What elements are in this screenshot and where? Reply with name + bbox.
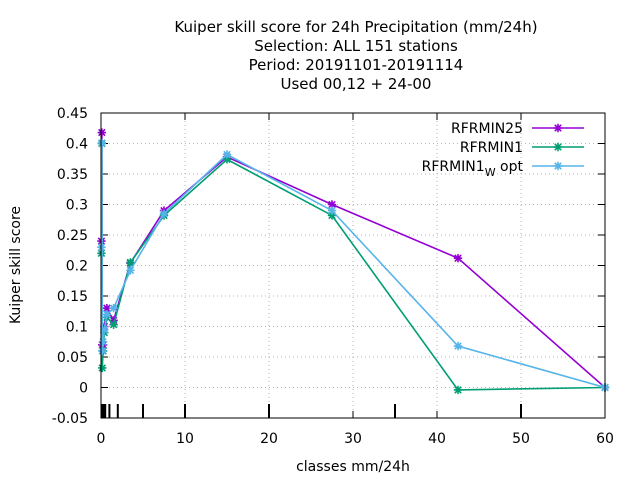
y-tick-label: 0.4	[66, 137, 88, 153]
data-point-center	[224, 157, 230, 162]
data-point-center	[161, 211, 167, 216]
x-axis-label: classes mm/24h	[296, 459, 410, 475]
x-axis-ticks: 0 10 20 30 40 50 60	[97, 113, 614, 447]
y-tick-label: 0.1	[66, 320, 88, 336]
data-series	[97, 128, 610, 395]
legend-label: RFRMIN1W opt	[422, 159, 524, 179]
y-tick-label: 0.25	[57, 228, 88, 244]
series-1	[97, 128, 610, 392]
legend-entry-1: RFRMIN25	[451, 121, 584, 137]
data-point-center	[555, 144, 561, 150]
y-tick-label: 0.15	[57, 289, 88, 305]
class-marks	[100, 404, 522, 418]
x-tick-label: 10	[176, 431, 194, 447]
series-line	[100, 143, 606, 391]
grid	[101, 113, 605, 418]
data-point-center	[455, 343, 461, 349]
x-tick-label: 30	[344, 431, 362, 447]
data-point-center	[455, 387, 461, 393]
legend-label: RFRMIN1	[460, 140, 523, 156]
data-point-center	[128, 268, 133, 273]
data-point-center	[224, 152, 230, 157]
series-3	[97, 138, 610, 392]
y-tick-label: 0.2	[66, 259, 88, 275]
x-tick-label: 40	[428, 431, 446, 447]
data-point-center	[329, 202, 335, 207]
legend-label: RFRMIN25	[451, 121, 523, 137]
legend-label-subscript: W	[485, 166, 496, 179]
data-point-center	[111, 306, 116, 311]
legend-label-main: RFRMIN1	[422, 159, 485, 175]
y-tick-label: 0.45	[57, 106, 88, 122]
data-point-center	[102, 327, 107, 332]
data-point-center	[111, 322, 116, 327]
data-point-center	[99, 130, 105, 135]
data-point-center	[128, 260, 133, 265]
y-tick-label: 0.3	[66, 198, 88, 214]
legend-entry-2: RFRMIN1	[460, 140, 584, 156]
y-tick-label: 0	[79, 381, 88, 397]
x-tick-label: 0	[97, 431, 106, 447]
title-line-2: Selection: ALL 151 stations	[254, 37, 458, 55]
data-point-center	[104, 312, 110, 317]
data-point-center	[555, 125, 561, 131]
legend-label-suffix: opt	[496, 159, 524, 175]
x-tick-label: 20	[260, 431, 278, 447]
y-axis-label: Kuiper skill score	[8, 206, 24, 324]
y-tick-label: 0.35	[57, 167, 88, 183]
title-line-4: Used 00,12 + 24-00	[281, 75, 432, 93]
legend-entry-3: RFRMIN1W opt	[422, 159, 584, 179]
title-line-3: Period: 20191101-20191114	[249, 56, 464, 74]
plot-frame	[100, 112, 606, 419]
data-point-center	[555, 163, 561, 169]
data-point-center	[100, 339, 106, 344]
y-tick-label: 0.05	[57, 350, 88, 366]
x-tick-label: 60	[596, 431, 614, 447]
y-axis-ticks: -0.05 0 0.05 0.1 0.15 0.2 0.25 0.3 0.35 0.4 0.45	[52, 106, 605, 427]
chart-title: Kuiper skill score for 24h Precipitation…	[174, 18, 537, 93]
title-line-1: Kuiper skill score for 24h Precipitation…	[174, 18, 537, 36]
data-point-center	[104, 306, 110, 311]
data-point-center	[329, 208, 335, 213]
y-tick-label: -0.05	[52, 411, 88, 427]
data-point-center	[329, 213, 335, 218]
data-point-center	[455, 255, 461, 261]
data-point-center	[99, 140, 105, 146]
x-tick-label: 50	[512, 431, 530, 447]
